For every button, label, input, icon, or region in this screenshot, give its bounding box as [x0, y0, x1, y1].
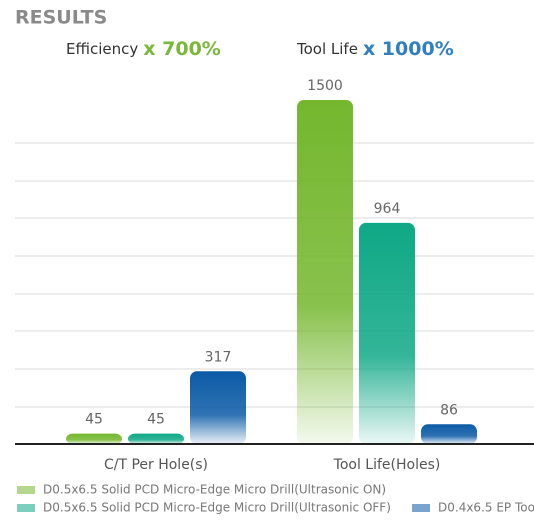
bar: [297, 100, 353, 444]
value-label: 45: [85, 412, 103, 428]
annotation: Efficiency x 700%: [66, 38, 221, 60]
legend-label: D0.5x6.5 Solid PCD Micro-Edge Micro Dril…: [43, 483, 386, 497]
value-label: 45: [147, 412, 165, 428]
x-tick-label: C/T Per Hole(s): [104, 457, 208, 473]
annotation: Tool Life x 1000%: [296, 38, 454, 60]
legend-swatch: [17, 504, 35, 512]
value-label: 964: [374, 201, 401, 217]
legend-label: D0.4x6.5 EP Too: [438, 501, 534, 515]
annotation-label: Tool Life: [296, 40, 358, 58]
legend-swatch: [17, 486, 35, 494]
bar: [66, 433, 122, 444]
bar: [359, 222, 415, 444]
annotation-highlight: x 1000%: [363, 38, 454, 60]
annotation-label: Efficiency: [66, 40, 138, 58]
gridlines: [15, 142, 534, 408]
value-label: 86: [440, 402, 458, 418]
value-label: 1500: [307, 78, 343, 94]
annotation-highlight: x 700%: [143, 38, 221, 60]
bar: [190, 371, 246, 444]
x-tick-label: Tool Life(Holes): [333, 457, 441, 473]
chart-title: RESULTS: [15, 7, 107, 29]
value-label: 317: [205, 349, 232, 365]
legend-label: D0.5x6.5 Solid PCD Micro-Edge Micro Dril…: [43, 501, 391, 515]
bar: [421, 424, 477, 444]
legend-swatch: [412, 504, 430, 512]
bar: [128, 433, 184, 444]
